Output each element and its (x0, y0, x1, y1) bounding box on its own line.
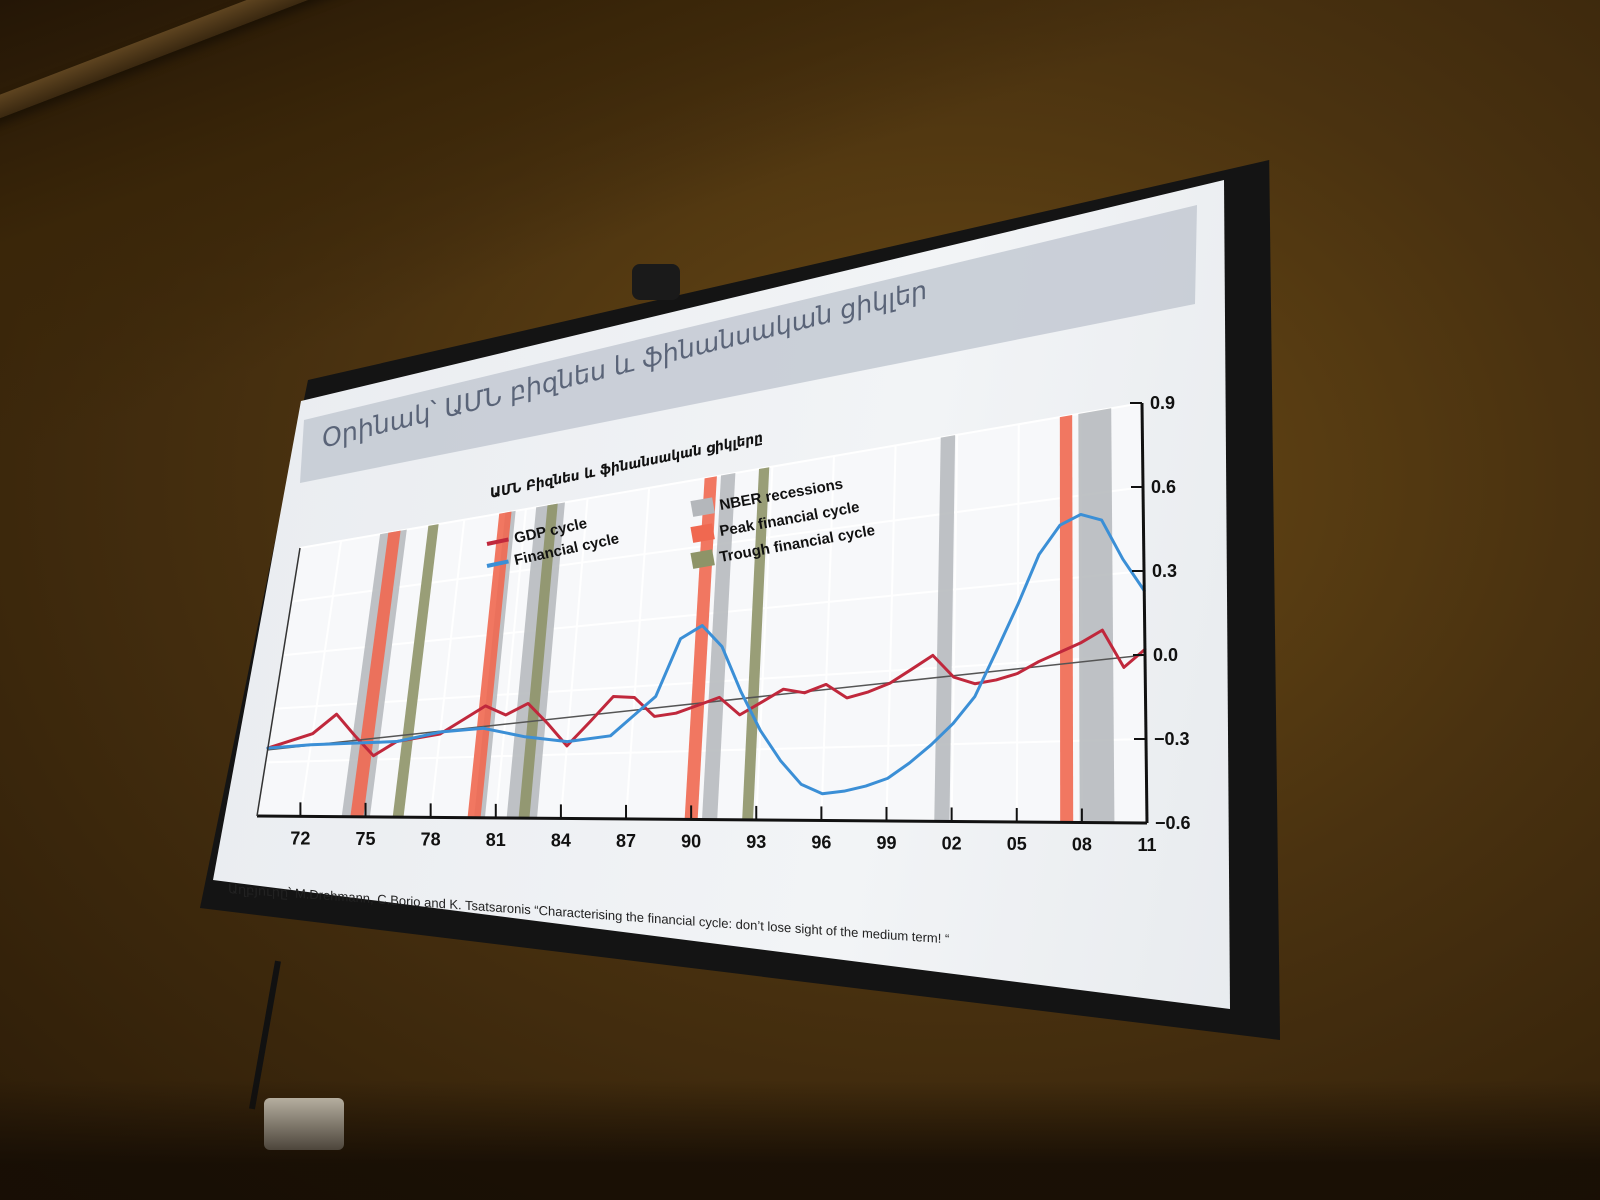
y-tick-label: 0.6 (1151, 477, 1176, 497)
legend-swatch-trough (690, 549, 715, 569)
grid-line-x (494, 509, 527, 818)
recession-band (702, 473, 736, 820)
grid-line-x (625, 487, 651, 819)
y-axis-right (1140, 402, 1149, 824)
x-tick-label: 11 (1137, 835, 1156, 855)
peak-band (467, 511, 512, 818)
x-tick-label: 99 (876, 833, 896, 853)
x-tick-label: 02 (942, 833, 962, 853)
grid-line-x (559, 498, 589, 819)
trough-band (742, 467, 770, 820)
grid-line-x (820, 456, 835, 821)
legend-swatch-gdp (486, 537, 509, 546)
x-tick-label: 81 (486, 830, 506, 850)
webcam (632, 264, 680, 300)
y-tick-label: 0.9 (1150, 393, 1175, 413)
grid-line-y (265, 738, 1147, 764)
y-tick-label: −0.6 (1155, 813, 1191, 833)
y-tick-label: −0.3 (1154, 729, 1190, 749)
x-tick-label: 72 (290, 828, 310, 848)
x-tick-label: 75 (356, 829, 376, 849)
grid-line-y (274, 654, 1146, 710)
peak-band (1059, 415, 1074, 823)
x-tick-label: 96 (811, 832, 831, 852)
grid-line-x (755, 466, 774, 820)
grid-line-x (950, 434, 959, 822)
x-tick-label: 90 (681, 831, 701, 851)
x-tick-label: 08 (1072, 834, 1092, 854)
chart-plot-area: 0.9 0.6 0.3 0.0 −0.3 −0.6 72 75 78 81 84 87 90 93 96 99… (256, 393, 1191, 855)
x-tick-label: 05 (1007, 834, 1027, 854)
floor-shadow (0, 1080, 1600, 1200)
legend-swatch-recession (690, 497, 715, 517)
grid-line-x (299, 540, 343, 817)
trough-band (518, 503, 558, 819)
legend-swatch-financial (486, 559, 509, 568)
x-axis (256, 814, 1148, 825)
slide-title-bar (300, 205, 1197, 483)
series-line-gdp-cycle (266, 628, 1147, 758)
x-tick-label: 78 (421, 829, 441, 849)
x-tick-label: 93 (746, 832, 766, 852)
trough-band (392, 524, 439, 818)
grid-line-x (885, 445, 897, 821)
x-tick-label: 84 (551, 830, 571, 850)
recession-band (1078, 408, 1115, 823)
y-tick-label: 0.3 (1152, 561, 1177, 581)
y-axis-left (256, 547, 301, 817)
legend-swatch-peak (690, 523, 715, 543)
x-tick-label: 87 (616, 831, 636, 851)
grid-line-x (429, 519, 466, 818)
series-line-financial-cycle (266, 512, 1146, 796)
source-note: Աղբյուրը՝ M.Drehmann, C.Borio and K. Tsa… (228, 881, 949, 946)
y-tick-label: 0.0 (1153, 645, 1178, 665)
grid-line-x (1015, 424, 1020, 822)
